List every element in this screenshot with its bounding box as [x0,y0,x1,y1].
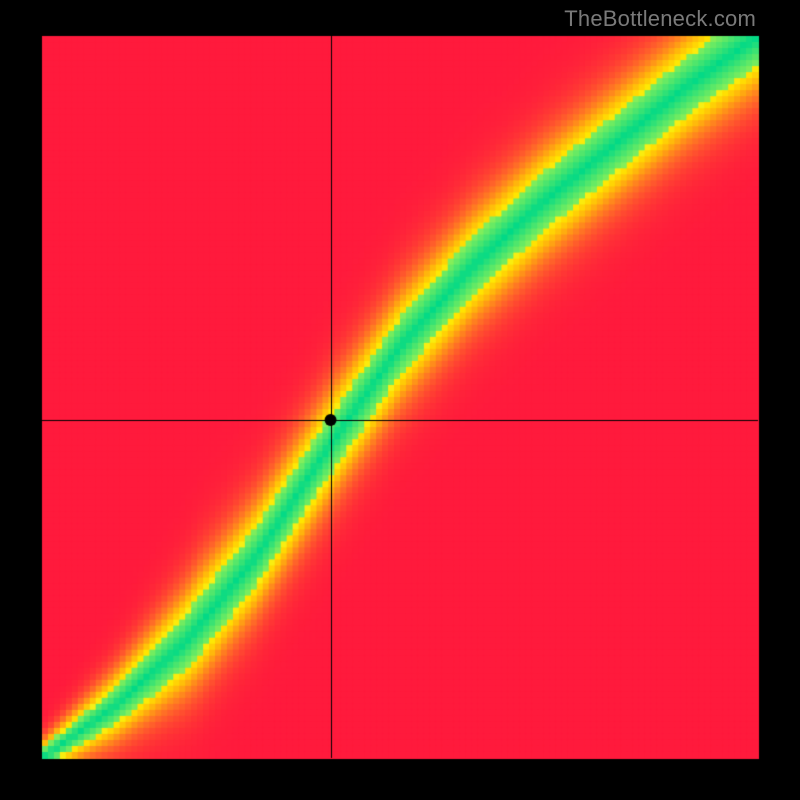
watermark-text: TheBottleneck.com [564,6,756,32]
bottleneck-heatmap [0,0,800,800]
